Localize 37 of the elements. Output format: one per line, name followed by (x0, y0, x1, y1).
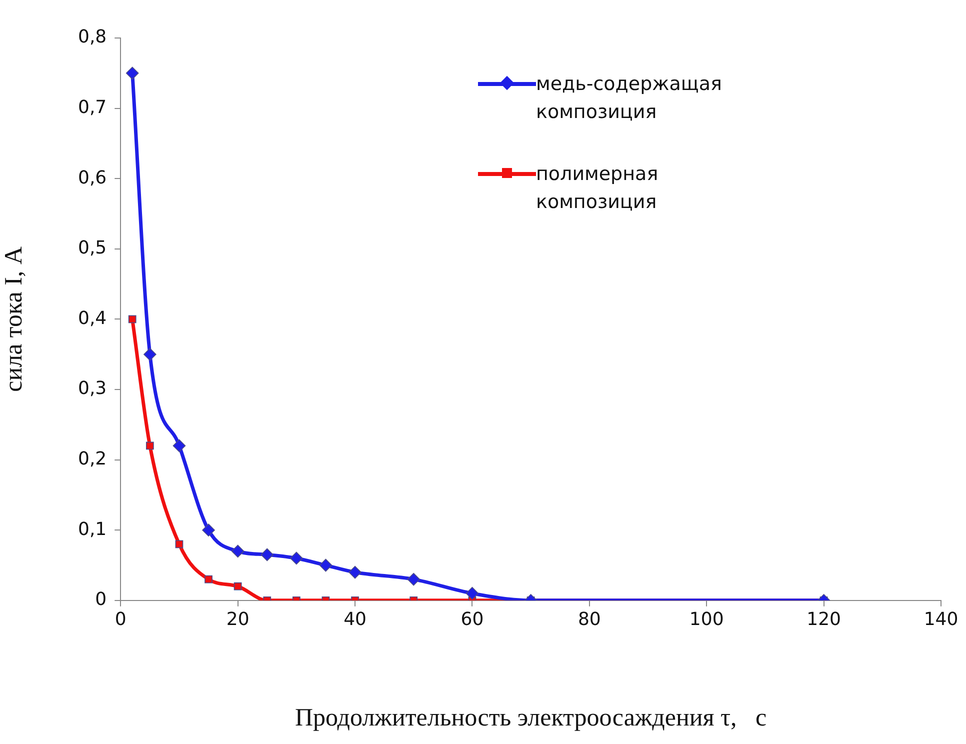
y-tick-label: 0,7 (78, 96, 107, 118)
y-tick-label: 0,2 (78, 448, 107, 470)
x-tick-label: 80 (578, 608, 601, 630)
x-tick-label: 100 (689, 608, 724, 630)
point (466, 586, 479, 600)
y-tick-label: 0,4 (78, 308, 107, 329)
x-tick-label: 120 (806, 608, 841, 630)
point (260, 548, 274, 562)
y-tick-label: 0,3 (78, 378, 107, 400)
y-tick-label: 0,8 (78, 26, 107, 48)
x-tick-label: 20 (226, 608, 250, 630)
point (202, 524, 215, 536)
y-tick-label: 0,6 (78, 167, 107, 188)
x-axis-title: Продолжительность электроосаждения τ, с (294, 704, 767, 732)
point (348, 566, 362, 579)
point (172, 439, 186, 452)
legend-label: полимерная композиция (536, 162, 660, 215)
point (290, 552, 303, 565)
point (175, 540, 184, 548)
legend-label: медь-содержащая композиция (536, 72, 723, 125)
point (144, 348, 156, 361)
y-tick-label: 0,5 (78, 238, 107, 259)
y-tick-label: 0 (95, 589, 107, 610)
point (234, 582, 242, 590)
point (319, 558, 332, 572)
x-tick-label: 0 (114, 608, 126, 630)
point (146, 442, 154, 450)
x-tick-label: 40 (344, 608, 366, 630)
point (126, 66, 139, 80)
point (407, 572, 420, 586)
x-tick-label: 60 (460, 608, 484, 630)
point (231, 544, 244, 558)
x-tick-label: 140 (924, 608, 958, 630)
point (128, 315, 136, 324)
y-tick-label: 0,1 (78, 518, 107, 540)
y-axis-title: сила тока I, А (0, 246, 28, 392)
point (204, 575, 212, 584)
